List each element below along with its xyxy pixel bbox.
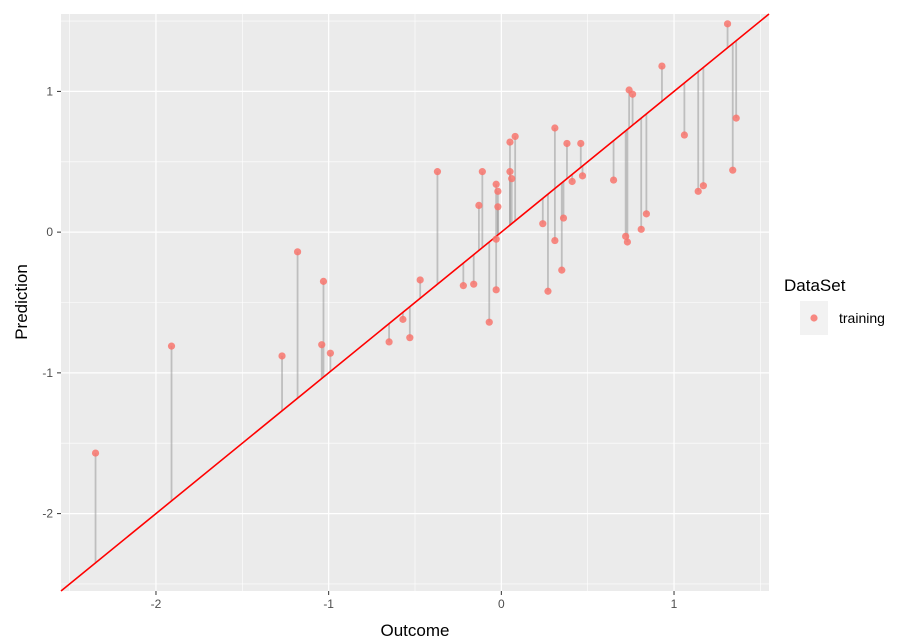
y-axis-ticks: -2 -1 0 1 xyxy=(42,84,61,521)
y-tick-label: 1 xyxy=(46,84,53,98)
data-point xyxy=(544,287,552,295)
data-point xyxy=(577,139,585,148)
legend: DataSet training xyxy=(784,276,885,335)
data-point xyxy=(642,210,650,218)
x-axis-ticks: -2 -1 0 1 xyxy=(151,591,678,611)
data-point xyxy=(680,131,688,139)
data-point xyxy=(723,20,732,28)
x-tick-label: -1 xyxy=(323,597,334,611)
data-point xyxy=(433,168,442,176)
data-point xyxy=(506,138,514,146)
data-point xyxy=(511,132,519,141)
data-point xyxy=(506,168,514,176)
data-point xyxy=(539,220,547,228)
data-point xyxy=(326,349,334,357)
x-tick-label: 0 xyxy=(498,597,505,611)
y-tick-label: -1 xyxy=(42,366,53,380)
data-point xyxy=(637,225,645,233)
data-point xyxy=(609,176,618,184)
y-tick-label: -2 xyxy=(42,507,53,521)
data-point xyxy=(558,266,566,274)
data-point xyxy=(492,286,500,294)
y-axis-title: Prediction xyxy=(12,264,31,340)
data-point xyxy=(699,182,707,190)
data-point xyxy=(475,201,483,209)
data-point xyxy=(492,235,500,243)
data-point xyxy=(729,166,737,174)
data-point xyxy=(485,318,493,326)
data-point xyxy=(568,177,576,186)
data-point xyxy=(478,168,486,176)
data-point xyxy=(551,124,559,132)
identity-line xyxy=(60,13,770,592)
reference-line xyxy=(60,13,770,592)
data-point xyxy=(416,276,424,284)
data-point xyxy=(508,175,516,183)
data-point xyxy=(694,187,702,195)
data-point xyxy=(578,172,587,180)
data-point xyxy=(658,62,666,70)
data-point xyxy=(293,248,302,256)
data-point xyxy=(551,236,559,245)
x-tick-label: 1 xyxy=(671,597,678,611)
y-tick-label: 0 xyxy=(46,225,53,239)
data-point xyxy=(406,334,414,342)
data-point xyxy=(732,114,740,122)
data-point xyxy=(494,203,502,211)
x-tick-label: -2 xyxy=(151,597,162,611)
x-axis-title: Outcome xyxy=(381,621,450,640)
data-point xyxy=(319,277,328,285)
data-point xyxy=(623,238,632,246)
data-point xyxy=(167,342,176,350)
data-point xyxy=(385,338,393,346)
data-point xyxy=(559,214,568,222)
data-point xyxy=(563,139,571,148)
data-points xyxy=(91,20,740,457)
data-point xyxy=(278,352,286,360)
residual-segments xyxy=(94,23,738,563)
data-point xyxy=(470,280,478,288)
legend-label-training: training xyxy=(839,310,885,326)
data-point xyxy=(399,315,407,323)
legend-title: DataSet xyxy=(784,276,846,295)
data-point xyxy=(318,341,326,349)
data-point xyxy=(492,180,500,188)
major-gridlines xyxy=(61,14,769,591)
data-point xyxy=(628,90,637,98)
data-point xyxy=(494,187,502,195)
data-point xyxy=(622,232,630,240)
legend-key-point xyxy=(810,314,818,322)
data-point xyxy=(91,449,100,457)
data-point xyxy=(459,282,467,290)
